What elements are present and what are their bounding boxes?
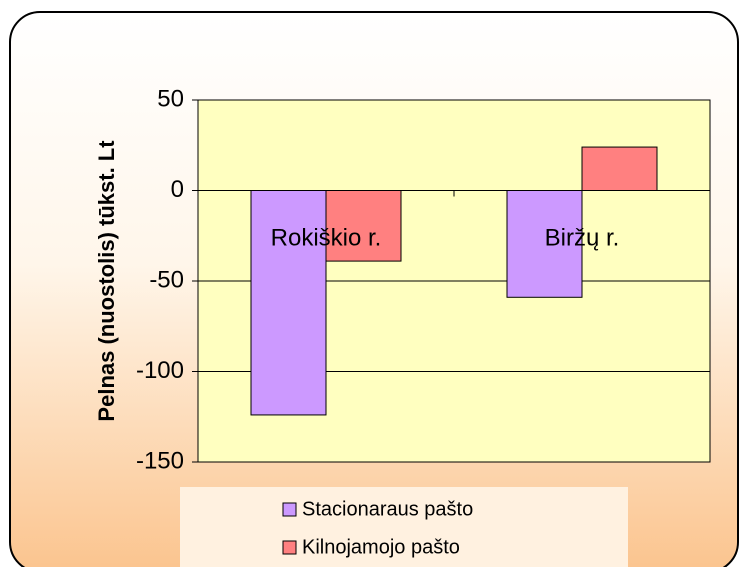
y-tick-label: 50	[157, 85, 184, 112]
y-tick-label: -50	[149, 266, 184, 293]
y-tick-label: -100	[136, 357, 184, 384]
legend-label: Stacionaraus pašto	[302, 498, 473, 520]
y-axis-label: Pelnas (nuostolis) tūkst. Lt	[94, 140, 119, 422]
legend-label: Kilnojamojo pašto	[302, 536, 460, 558]
bar	[250, 190, 327, 416]
legend-swatch	[282, 502, 297, 517]
bar	[581, 146, 658, 191]
x-tick-label: Biržų r.	[545, 224, 620, 251]
legend-swatch	[282, 540, 297, 555]
y-tick-label: 0	[171, 176, 184, 203]
legend	[180, 487, 628, 567]
bar	[325, 190, 402, 262]
y-tick-label: -150	[136, 447, 184, 474]
x-tick-label: Rokiškio r.	[271, 224, 382, 251]
